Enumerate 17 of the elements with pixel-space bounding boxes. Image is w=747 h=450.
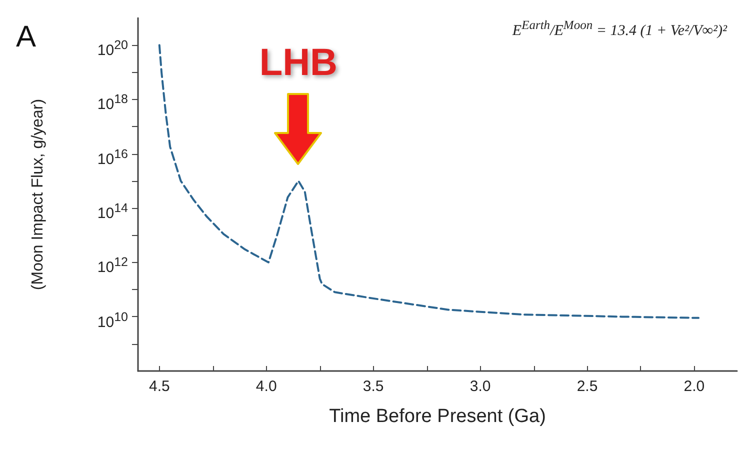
x-tick-label: 4.5 xyxy=(148,378,170,395)
text: A xyxy=(16,20,36,54)
y-tick-label: 10$^{12}$ xyxy=(97,254,128,276)
y-axis-title: (Moon Impact Flux, g/year) xyxy=(30,98,46,290)
x-tick-label: 4.0 xyxy=(256,378,277,395)
x-tick-label: 3.0 xyxy=(470,378,491,395)
y-tick-label: 10$^{14}$ xyxy=(97,200,128,222)
annotation: LHB xyxy=(259,42,338,84)
y-tick-label: 10$^{18}$ xyxy=(97,91,128,114)
y-tick-label: 10$^{20}$ xyxy=(97,37,128,60)
y-tick-label: 10$^{16}$ xyxy=(97,146,128,168)
y-tick-label: 10$^{10}$ xyxy=(97,308,128,331)
x-axis-title: Time Before Present (Ga) xyxy=(329,406,546,427)
x-tick-label: 2.5 xyxy=(576,378,598,395)
x-tick-label: 2.0 xyxy=(684,378,705,395)
annotation: E$^{Earth}$/E$^{Moon}$ = 13.4 (1 + Ve²/V∞²)² xyxy=(512,18,727,40)
x-tick-label: 3.5 xyxy=(362,378,384,395)
